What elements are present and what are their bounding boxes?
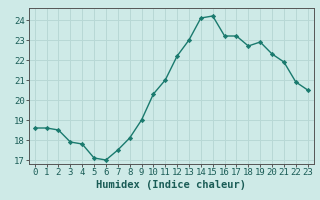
X-axis label: Humidex (Indice chaleur): Humidex (Indice chaleur) [96, 180, 246, 190]
